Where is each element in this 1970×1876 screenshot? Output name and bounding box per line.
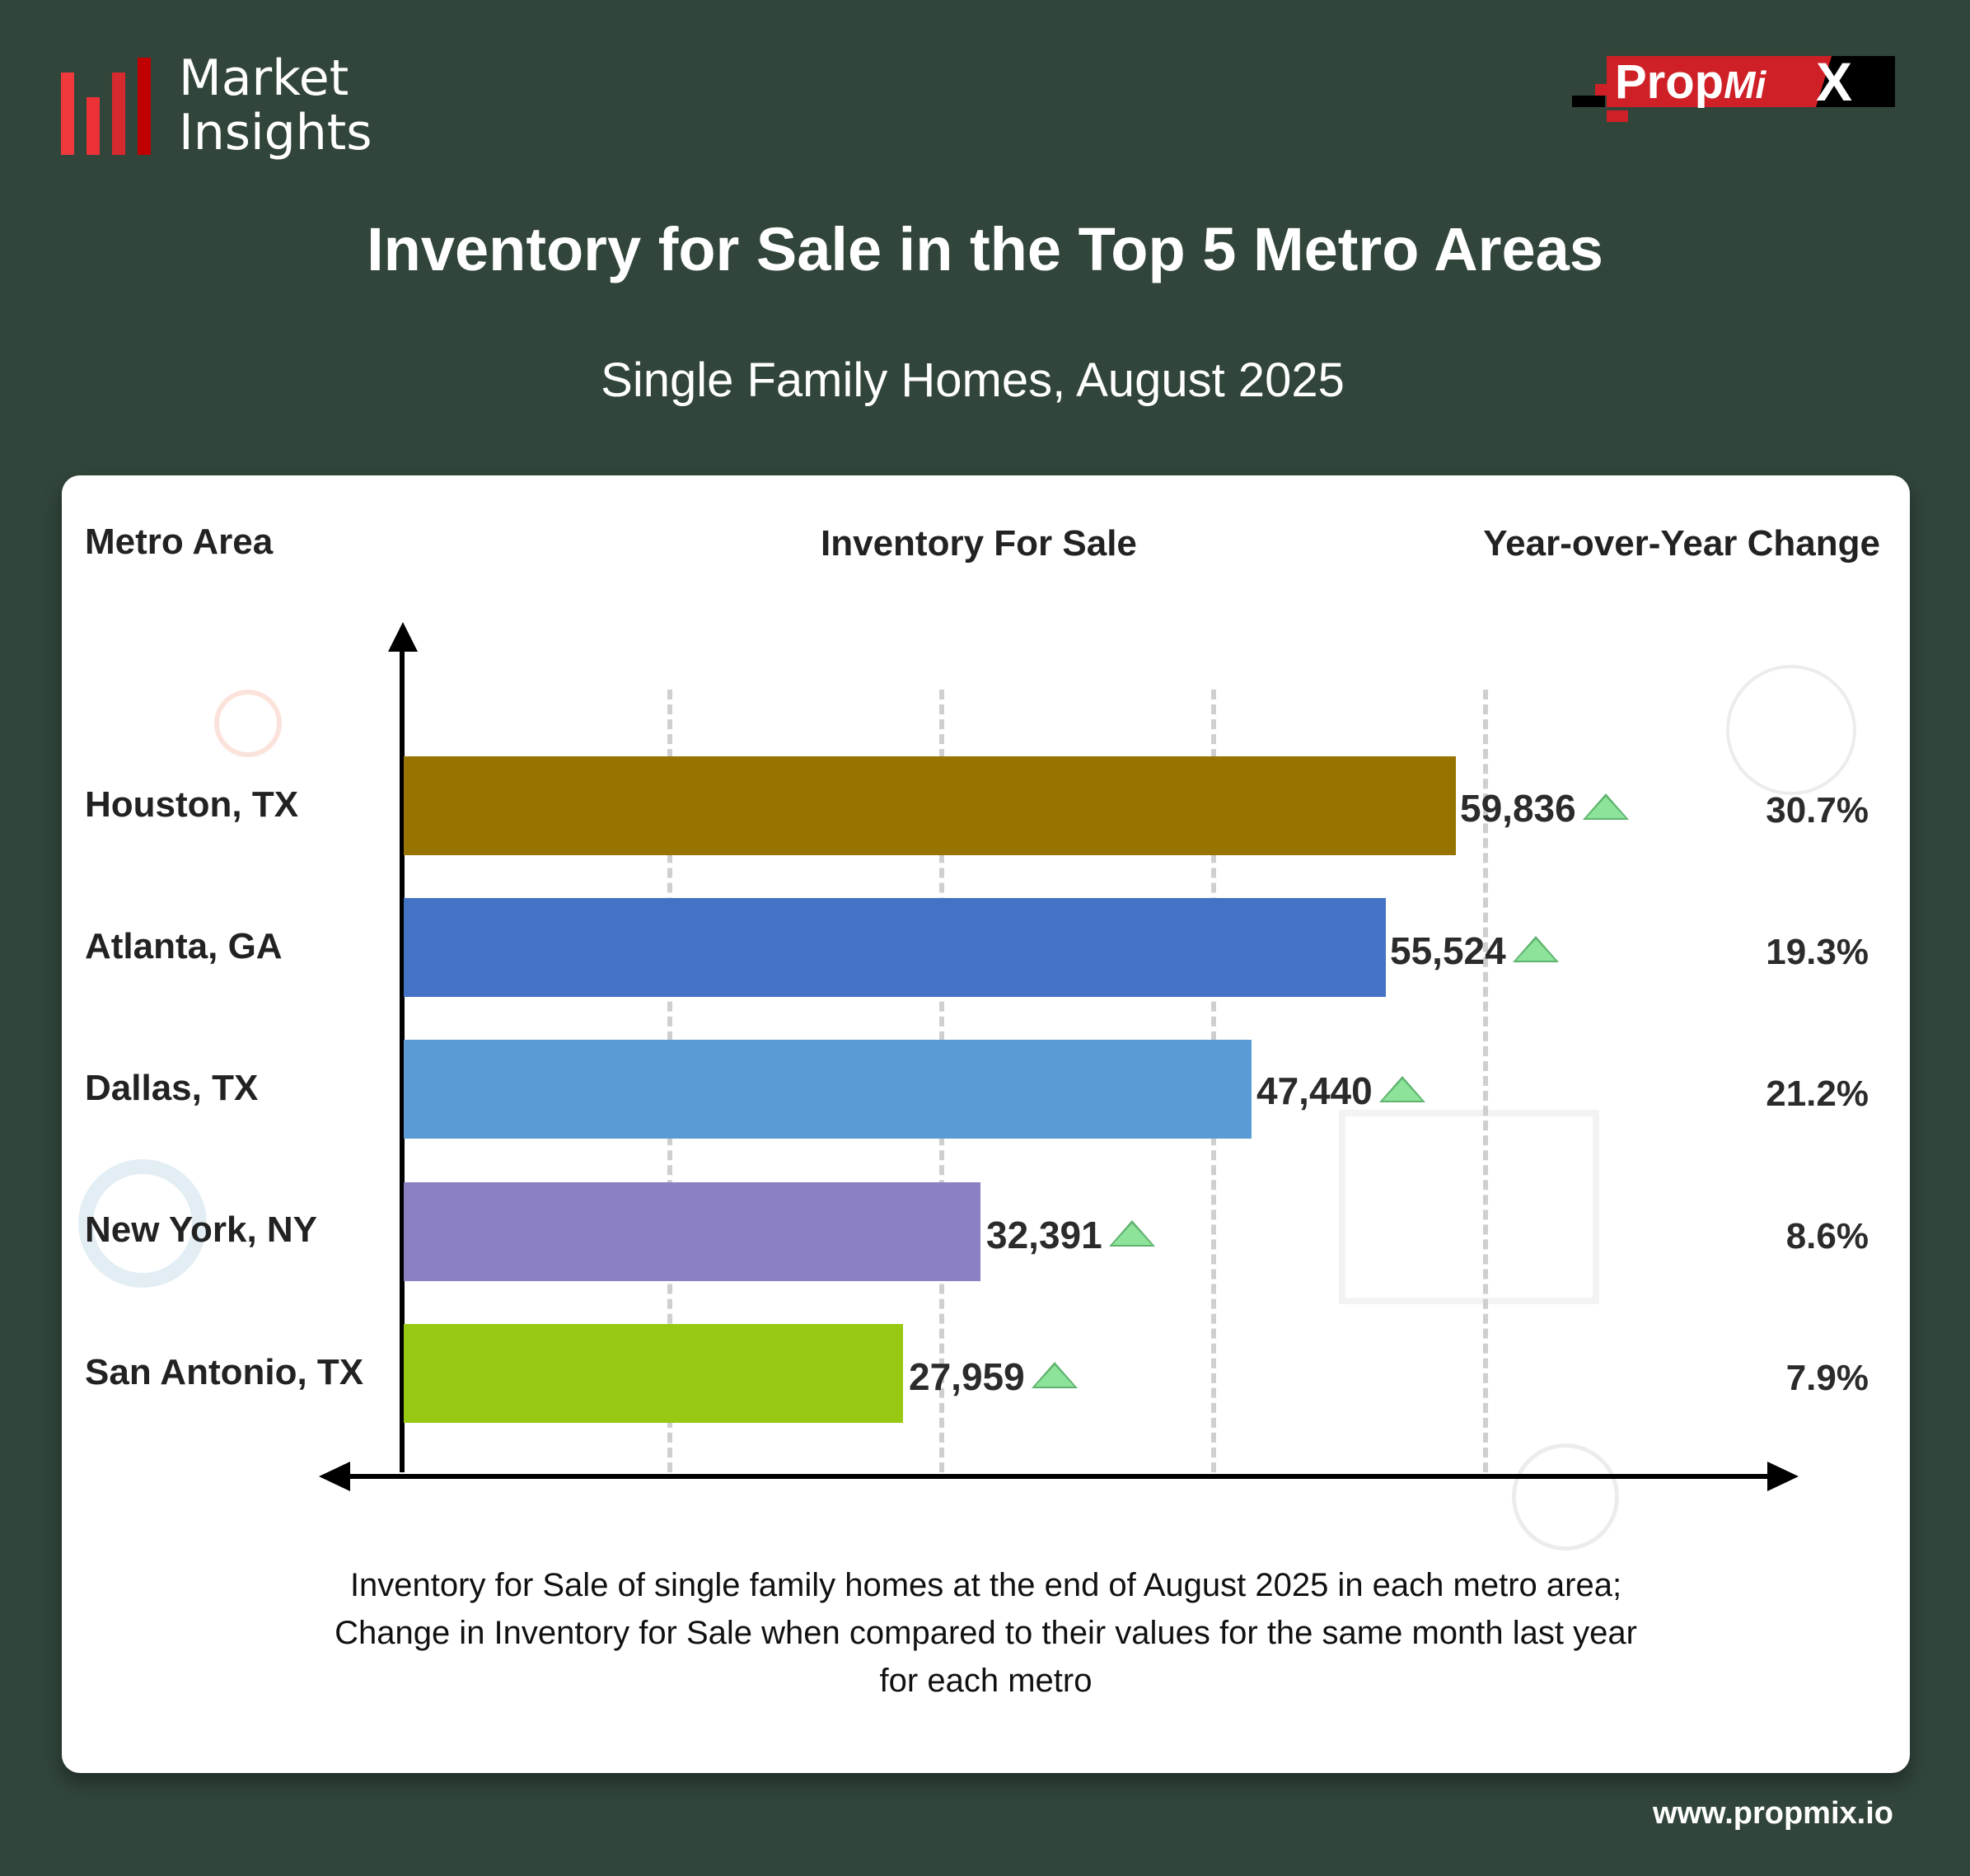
bar-atlanta	[404, 898, 1386, 997]
inventory-value: 59,836	[1460, 786, 1629, 830]
metro-label: Atlanta, GA	[85, 926, 283, 966]
yoy-value: 30.7%	[1766, 790, 1869, 830]
x-axis	[350, 1474, 1767, 1479]
gridline	[1483, 690, 1488, 1472]
footer-url[interactable]: www.propmix.io	[1652, 1796, 1893, 1831]
column-header-inventory: Inventory For Sale	[821, 523, 1137, 564]
footnote-line: for each metro	[879, 1663, 1093, 1699]
market-insights-logo-icon	[61, 58, 163, 155]
market-insights-logo: Market Insights	[179, 51, 372, 160]
inventory-value: 55,524	[1390, 929, 1559, 973]
yoy-value: 21.2%	[1766, 1074, 1869, 1114]
power-watermark-icon	[214, 690, 282, 757]
up-triangle-icon	[1582, 793, 1629, 820]
inventory-value: 32,391	[986, 1213, 1155, 1257]
clock-watermark-icon	[1512, 1443, 1619, 1551]
yoy-value: 8.6%	[1785, 1216, 1869, 1256]
column-header-yoy: Year-over-Year Change	[1483, 523, 1880, 564]
chart-card: Metro Area Inventory For Sale Year-over-…	[62, 475, 1910, 1773]
bar-new-york	[404, 1182, 980, 1281]
up-triangle-icon	[1108, 1220, 1155, 1247]
yoy-value: 19.3%	[1766, 932, 1869, 972]
metro-label: San Antonio, TX	[85, 1352, 364, 1392]
metro-label: Houston, TX	[85, 784, 299, 825]
up-triangle-icon	[1031, 1362, 1078, 1388]
brand-mi: Mi	[1724, 63, 1766, 106]
logo-line-1: Market	[179, 49, 349, 107]
yoy-value: 7.9%	[1785, 1358, 1869, 1398]
page-title: Inventory for Sale in the Top 5 Metro Ar…	[367, 215, 1603, 283]
metro-label: New York, NY	[85, 1209, 318, 1250]
brand-prop: Prop	[1615, 55, 1724, 109]
page-subtitle: Single Family Homes, August 2025	[601, 353, 1345, 407]
metro-label: Dallas, TX	[85, 1068, 259, 1108]
y-axis	[400, 632, 405, 1472]
chart-footnote: Inventory for Sale of single family home…	[62, 1561, 1910, 1705]
inventory-value: 47,440	[1256, 1069, 1425, 1113]
globe-watermark-icon	[1726, 665, 1856, 795]
bar-houston	[404, 756, 1456, 855]
footnote-line: Change in Inventory for Sale when compar…	[335, 1615, 1637, 1651]
up-triangle-icon	[1512, 936, 1559, 962]
column-header-metro: Metro Area	[85, 522, 274, 562]
logo-line-2: Insights	[179, 104, 372, 161]
monitor-watermark-icon	[1339, 1110, 1599, 1304]
x-axis-left-arrow-icon	[319, 1462, 350, 1491]
bar-dallas	[404, 1040, 1252, 1139]
propmix-logo: PropMi X	[1572, 51, 1895, 125]
brand-x: X	[1816, 51, 1853, 112]
up-triangle-icon	[1378, 1076, 1425, 1102]
inventory-value: 27,959	[909, 1354, 1078, 1399]
footnote-line: Inventory for Sale of single family home…	[349, 1567, 1622, 1603]
bar-san-antonio	[404, 1324, 903, 1423]
x-axis-right-arrow-icon	[1767, 1462, 1799, 1491]
